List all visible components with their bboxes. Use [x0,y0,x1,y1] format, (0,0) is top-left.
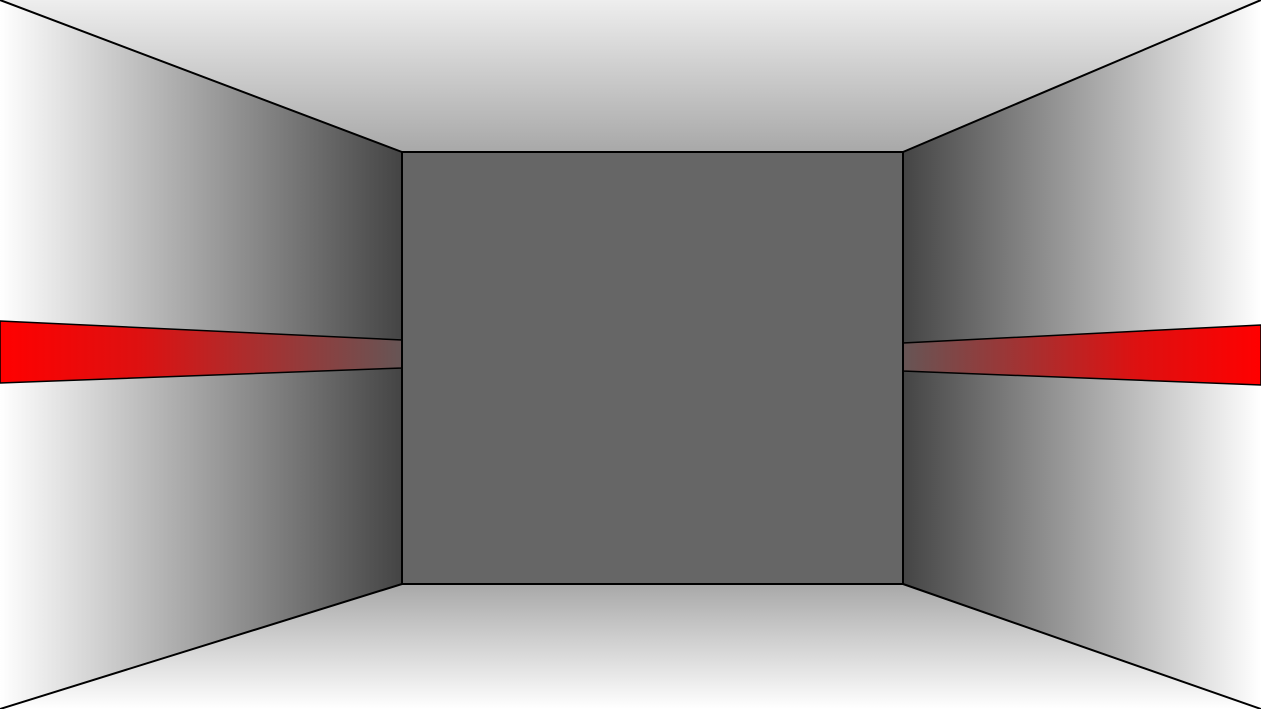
far-wall[interactable] [401,151,904,585]
ceiling [0,0,1261,152]
floor [0,584,1261,709]
